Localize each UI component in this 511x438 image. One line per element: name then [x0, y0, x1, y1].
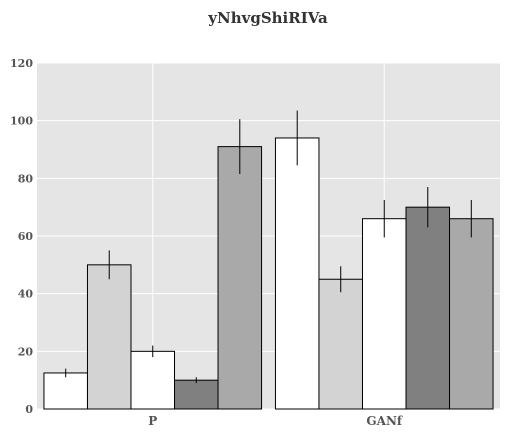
bar [318, 278, 363, 410]
bars [43, 137, 494, 410]
y-tick-label: 100 [10, 115, 33, 128]
y-tick-label: 40 [18, 288, 34, 301]
x-tick-label: P [148, 414, 157, 428]
chart-title: yNhvgShiRIVa [207, 9, 328, 27]
bar [274, 137, 320, 410]
bar [43, 372, 88, 410]
x-tick-labels: P GANf [148, 414, 403, 428]
error-bars [65, 110, 472, 384]
y-tick-label: 60 [18, 230, 34, 243]
bar [86, 264, 132, 410]
bar [405, 206, 451, 410]
y-tick-label: 120 [10, 57, 33, 70]
bar [130, 350, 176, 410]
y-tick-labels: 0 20 40 60 80 100 120 [10, 57, 33, 416]
bar [174, 379, 219, 410]
y-tick-label: 80 [18, 172, 34, 185]
x-tick-label: GANf [366, 414, 403, 428]
bar [217, 146, 263, 410]
bar [361, 218, 407, 410]
bar [449, 218, 494, 410]
y-tick-label: 20 [18, 345, 34, 358]
y-tick-label: 0 [25, 403, 33, 416]
